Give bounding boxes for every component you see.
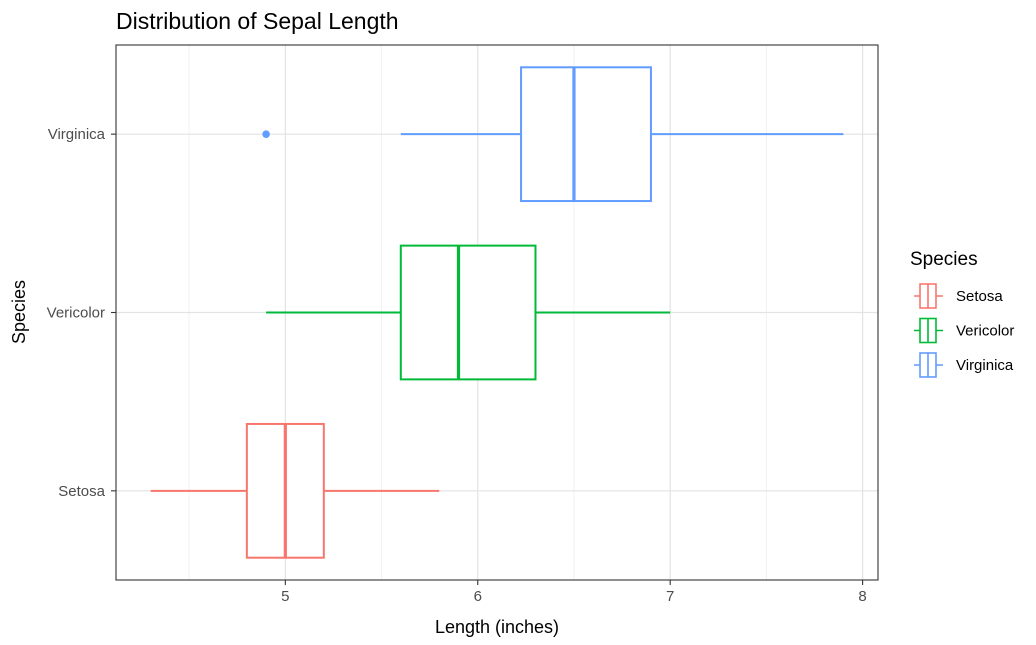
x-tick-label: 6 <box>474 588 482 605</box>
box-iqr <box>520 66 652 203</box>
legend-item-setosa: Setosa <box>914 283 1003 309</box>
x-tick-label: 8 <box>858 588 866 605</box>
legend-label: Virginica <box>956 357 1014 374</box>
box-layer <box>150 66 844 559</box>
chart-title: Distribution of Sepal Length <box>116 8 399 34</box>
legend-title: Species <box>910 249 978 270</box>
axis-layer: 5 6 7 8 Setosa Vericolor Virginica <box>47 126 867 605</box>
box-setosa <box>150 422 440 559</box>
y-tick-label: Setosa <box>58 483 105 500</box>
x-tick-label: 5 <box>281 588 289 605</box>
box-virginica <box>262 66 844 203</box>
x-axis-title: Length (inches) <box>435 617 559 637</box>
box-iqr <box>399 244 537 381</box>
legend-label: Setosa <box>956 288 1003 305</box>
legend-label: Vericolor <box>956 323 1014 340</box>
x-tick-label: 7 <box>666 588 674 605</box>
legend-item-vericolor: Vericolor <box>914 317 1014 344</box>
box-vericolor <box>266 244 671 381</box>
outlier-point <box>262 130 270 138</box>
legend: Species Setosa Vericolor Virginica <box>910 249 1014 378</box>
y-axis-title: Species <box>9 280 29 344</box>
legend-item-virginica: Virginica <box>914 352 1014 378</box>
y-tick-label: Vericolor <box>47 305 105 322</box>
y-tick-label: Virginica <box>48 126 106 143</box>
